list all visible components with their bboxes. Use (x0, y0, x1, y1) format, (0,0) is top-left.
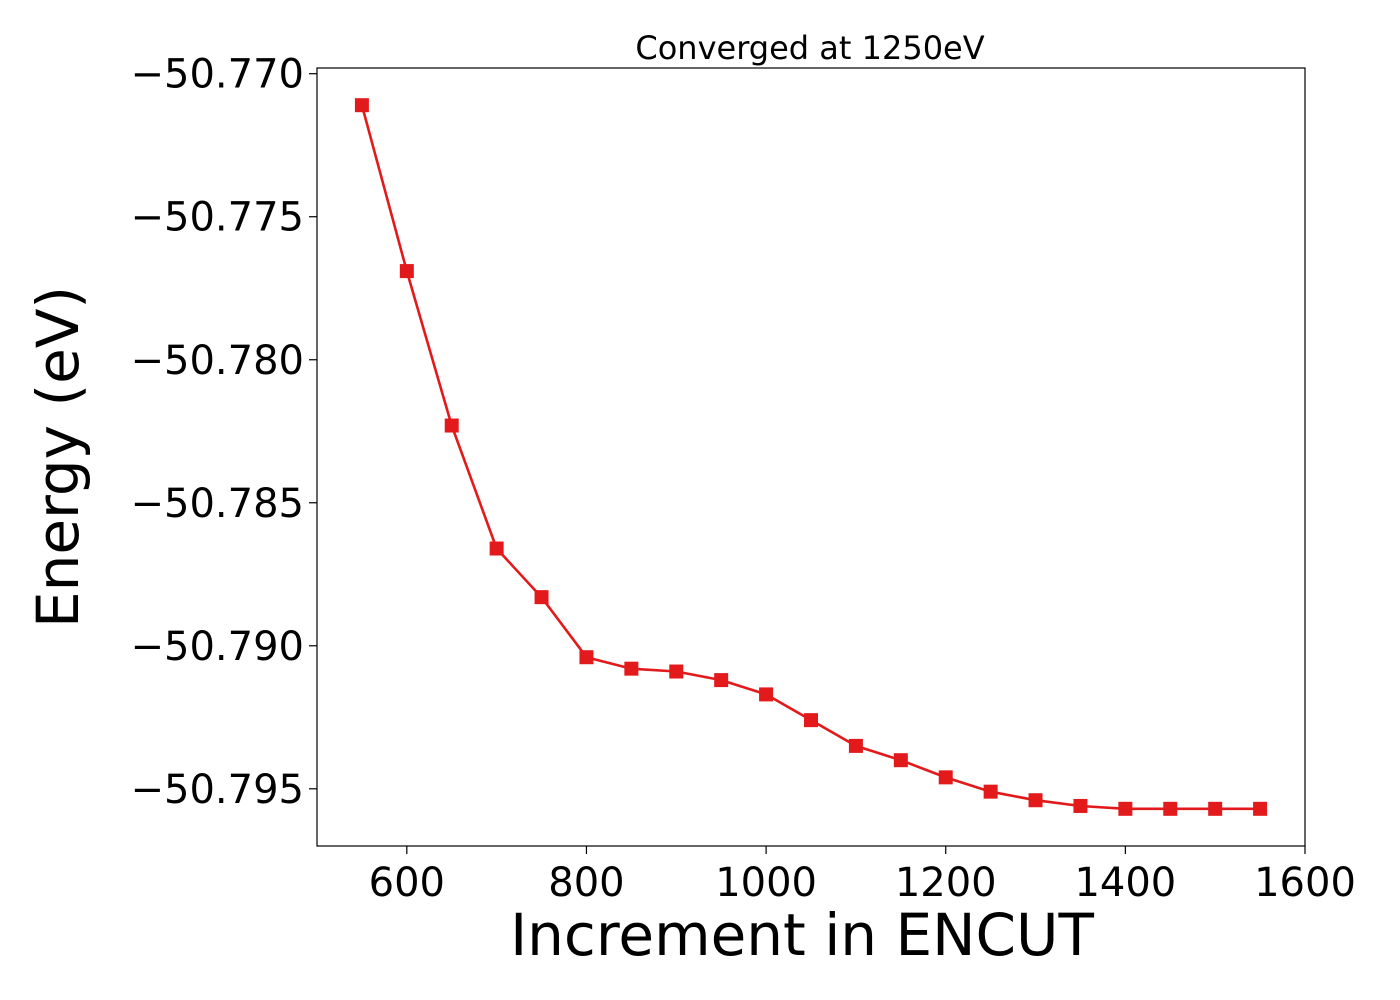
y-tick-label: −50.780 (131, 338, 304, 384)
x-tick-label: 1200 (895, 860, 997, 906)
data-point-marker (1073, 798, 1088, 813)
plot-frame (316, 67, 1306, 847)
y-tick-label: −50.770 (131, 52, 304, 98)
y-tick-label: −50.790 (131, 624, 304, 670)
plot-area (354, 98, 1268, 816)
data-point-marker (354, 98, 369, 113)
data-point-marker (714, 673, 729, 688)
data-point-marker (534, 590, 549, 605)
x-axis-label: Increment in ENCUT (510, 901, 1094, 969)
data-point-marker (1208, 801, 1223, 816)
data-point-marker (624, 661, 639, 676)
axis-ticks: 600 800 1000 1200 1400 1600 −50.770 −50.775 −50.… (131, 52, 1356, 906)
y-tick-label: −50.795 (131, 767, 304, 813)
data-point-marker (848, 738, 863, 753)
data-point-marker (1118, 801, 1133, 816)
x-tick-label: 600 (369, 860, 445, 906)
data-point-marker (893, 753, 908, 768)
data-point-marker (399, 264, 414, 279)
data-point-marker (983, 784, 998, 799)
chart-title: Converged at 1250eV (635, 29, 984, 67)
x-tick-label: 1400 (1074, 860, 1176, 906)
x-tick-label: 800 (548, 860, 624, 906)
data-point-marker (759, 687, 774, 702)
data-point-marker (1028, 793, 1043, 808)
data-point-marker (1163, 801, 1178, 816)
data-point-marker (669, 664, 684, 679)
series-line (360, 104, 1261, 811)
x-tick-label: 1000 (715, 860, 817, 906)
y-tick-label: −50.785 (131, 481, 304, 527)
data-point-marker (1253, 801, 1268, 816)
x-tick-label: 1600 (1254, 860, 1356, 906)
data-point-marker (804, 713, 818, 728)
y-axis-label: Energy (eV) (24, 286, 92, 628)
y-tick-label: −50.775 (131, 195, 304, 241)
data-point-marker (579, 650, 594, 665)
data-point-marker (938, 770, 953, 785)
data-point-marker (444, 418, 459, 433)
data-point-marker (489, 541, 504, 556)
